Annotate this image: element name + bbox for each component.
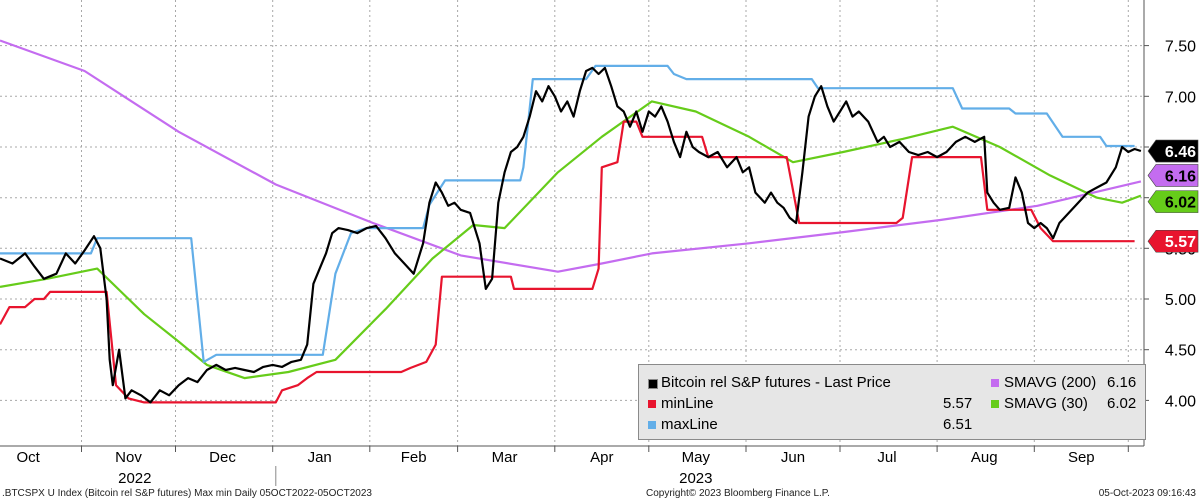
legend-label-maxline: maxLine: [661, 416, 718, 433]
x-month-label-aug: Aug: [971, 449, 998, 466]
end-tag-label-5-57: 5.57: [1165, 234, 1196, 251]
y-tick-label-1: 4.50: [1165, 343, 1196, 360]
series-line-maxline: [0, 64, 1135, 363]
end-tag-6-16: [1147, 164, 1199, 187]
legend-value-smavg30: 6.02: [1107, 395, 1137, 412]
end-tag-5-57: [1147, 229, 1199, 253]
x-month-label-mar: Mar: [492, 449, 518, 466]
x-month-label-nov: Nov: [115, 449, 142, 466]
x-year-label-2022: 2022: [118, 470, 151, 487]
series-line-minline: [0, 120, 1135, 404]
chart-legend: Bitcoin rel S&P futures - Last Price min…: [638, 364, 1146, 440]
end-tag-label-6-02: 6.02: [1165, 195, 1196, 212]
legend-label-smavg30: SMAVG (30): [1004, 395, 1088, 412]
footer-timestamp: 05-Oct-2023 09:16:43: [1098, 488, 1196, 499]
x-month-label-apr: Apr: [590, 449, 613, 466]
y-tick-label-7: 7.50: [1165, 39, 1196, 56]
legend-label-minline: minLine: [661, 395, 714, 412]
legend-swatch-maxline: [648, 421, 656, 429]
legend-swatch-smavg200: [991, 379, 999, 387]
end-tag-6-02: [1147, 190, 1199, 213]
end-tag-6-46: [1147, 139, 1199, 163]
end-tag-label-6-46: 6.46: [1165, 144, 1196, 161]
x-month-label-sep: Sep: [1068, 449, 1095, 466]
x-year-label-2023: 2023: [679, 470, 712, 487]
chart-canvas: 4.004.505.005.506.006.507.007.50OctNovDe…: [0, 0, 1199, 487]
legend-label-last-price: Bitcoin rel S&P futures - Last Price: [661, 374, 891, 391]
footer-copyright: Copyright© 2023 Bloomberg Finance L.P.: [646, 488, 830, 499]
x-month-label-jan: Jan: [308, 449, 332, 466]
legend-label-smavg200: SMAVG (200): [1004, 374, 1097, 391]
x-month-label-feb: Feb: [401, 449, 427, 466]
y-tick-label-6: 7.00: [1165, 89, 1196, 106]
x-month-label-oct: Oct: [17, 449, 41, 466]
legend-value-smavg200: 6.16: [1107, 374, 1137, 391]
legend-value-maxline: 6.51: [943, 416, 973, 433]
series-line-bitcoin-rel-s-p-futures-last-price: [0, 66, 1142, 404]
legend-swatch-last-price: [648, 379, 658, 389]
footer-ticker-info: .BTCSPX U Index (Bitcoin rel S&P futures…: [2, 488, 372, 499]
x-month-label-jul: Jul: [877, 449, 896, 466]
legend-value-minline: 5.57: [943, 395, 973, 412]
end-tag-label-6-16: 6.16: [1165, 168, 1196, 185]
x-month-label-dec: Dec: [209, 449, 236, 466]
series-line-smavg-200: [0, 39, 1142, 273]
x-month-label-may: May: [682, 449, 711, 466]
legend-swatch-smavg30: [991, 400, 999, 408]
y-tick-label-2: 5.00: [1165, 292, 1196, 309]
y-tick-label-0: 4.00: [1165, 393, 1196, 410]
x-month-label-jun: Jun: [781, 449, 805, 466]
legend-swatch-minline: [648, 400, 656, 408]
